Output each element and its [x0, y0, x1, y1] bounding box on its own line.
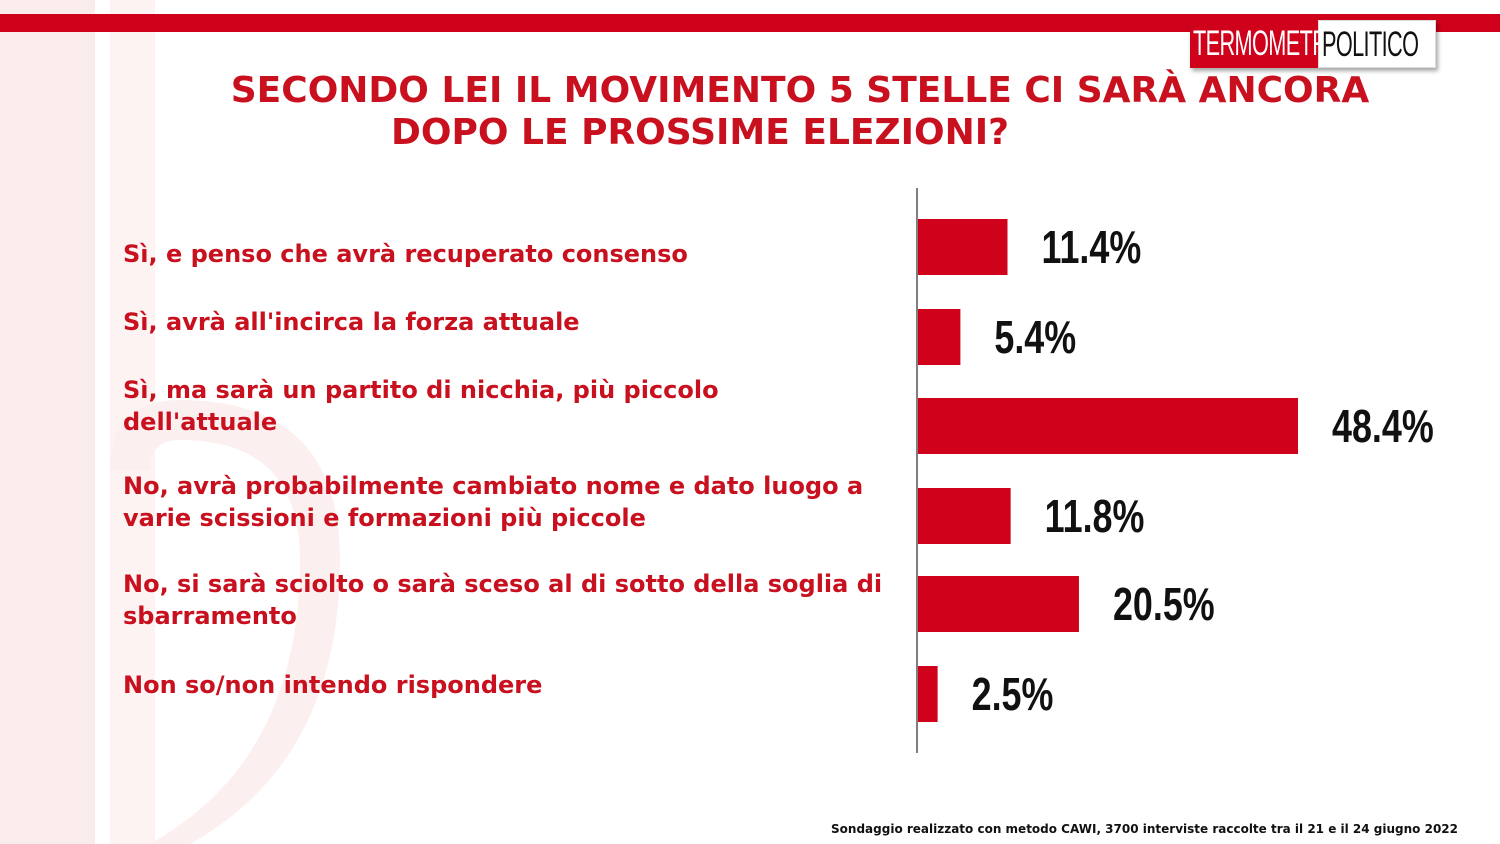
footnote: Sondaggio realizzato con metodo CAWI, 37…: [831, 822, 1458, 836]
category-label: Sì, ma sarà un partito di nicchia, più p…: [123, 376, 719, 436]
category-label: Sì, e penso che avrà recuperato consenso: [123, 240, 688, 268]
bar-value-label: 20.5%: [1113, 579, 1215, 630]
bar: [918, 219, 1008, 275]
category-label: No, avrà probabilmente cambiato nome e d…: [123, 472, 864, 532]
bar: [918, 488, 1011, 544]
category-label: Sì, avrà all'incirca la forza attuale: [123, 308, 580, 336]
bar: [918, 309, 961, 365]
bar-value-label: 11.8%: [1045, 491, 1145, 542]
logo-right-part: POLITICO: [1318, 20, 1436, 68]
bar-value-label: 11.4%: [1042, 222, 1142, 273]
title-line-2: DOPO LE PROSSIME ELEZIONI?: [391, 112, 1009, 153]
chart-title: SECONDO LEI IL MOVIMENTO 5 STELLE CI SAR…: [140, 70, 1440, 154]
bar-value-label: 2.5%: [972, 669, 1054, 720]
category-label: No, si sarà sciolto o sarà sceso al di s…: [123, 570, 883, 630]
termometro-politico-logo: TERMOMETRO POLITICO: [1190, 20, 1436, 68]
bar-value-label: 5.4%: [994, 312, 1076, 363]
top-accent-bar: [0, 14, 1500, 32]
bar: [918, 666, 938, 722]
bar: [918, 398, 1298, 454]
logo-left-part: TERMOMETRO: [1190, 20, 1344, 68]
bar-value-label: 48.4%: [1332, 401, 1434, 452]
category-label: Non so/non intendo rispondere: [123, 671, 543, 699]
bar: [918, 576, 1079, 632]
title-line-1: SECONDO LEI IL MOVIMENTO 5 STELLE CI SAR…: [230, 70, 1370, 111]
